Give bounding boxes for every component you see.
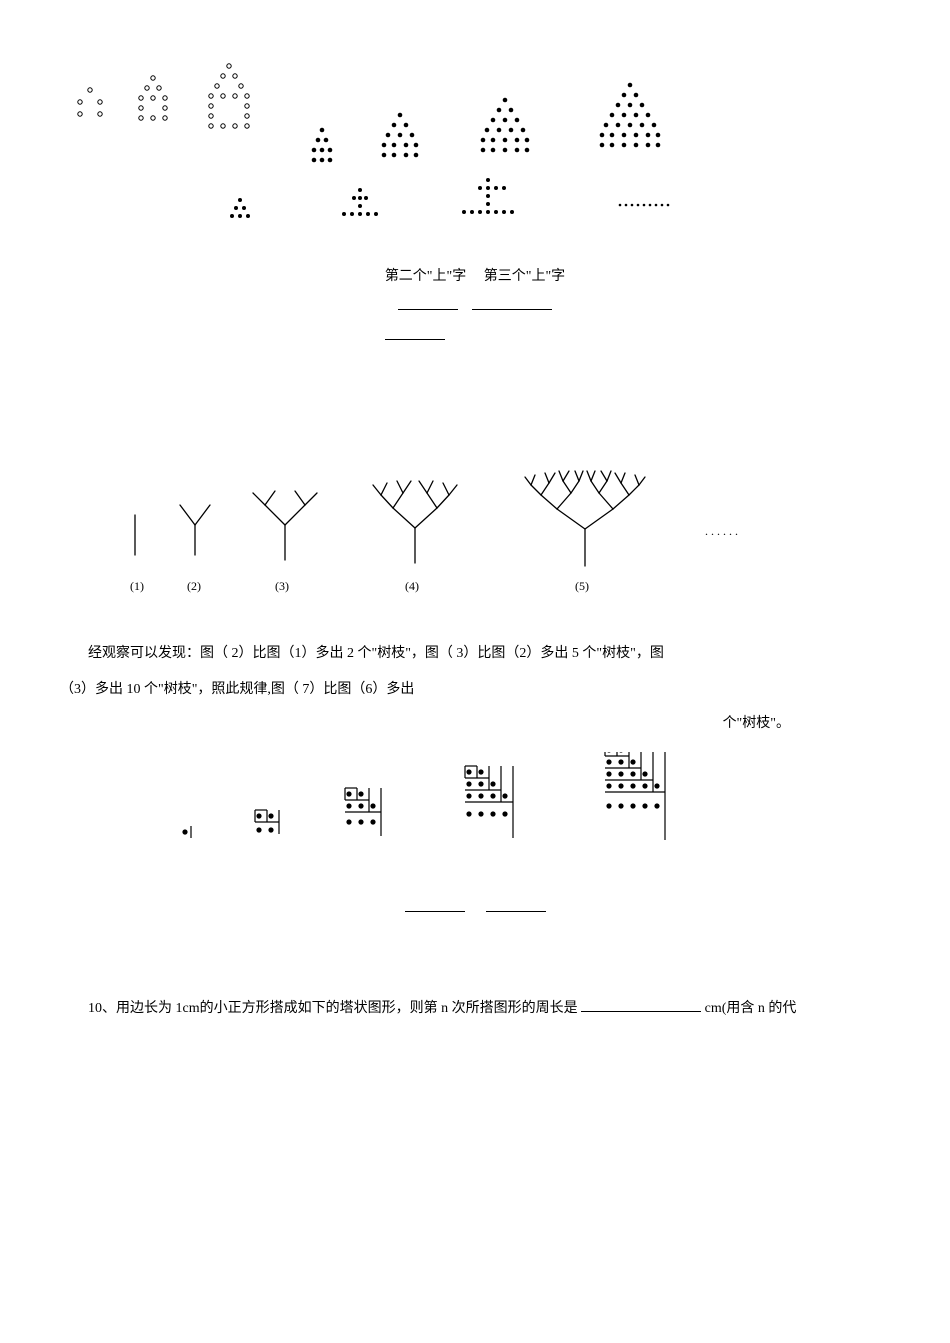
shang-blanks-row2 (60, 325, 890, 345)
q10-text-a: 10、用边长为 1cm的小正方形搭成如下的塔状图形，则第 n 次所搭图形的周长是 (88, 1001, 578, 1016)
steps-blanks (60, 897, 890, 917)
blank (405, 897, 465, 912)
hollow-tri-4 (139, 76, 167, 120)
tree-label-3: (3) (275, 579, 289, 593)
shang-caption-3: 第三个"上"字 (484, 269, 565, 284)
dot-pyramids-svg (60, 60, 890, 240)
tree-para-text1: 经观察可以发现：图（ 2）比图（1）多出 2 个"树枝"，图（ 3）比图（2）多… (88, 646, 664, 661)
tree-label-4: (4) (405, 579, 419, 593)
solid-tri-5 (382, 113, 419, 158)
shang-caption: 第二个"上"字 第三个"上"字 (60, 265, 890, 285)
figure-steps (60, 752, 890, 877)
tree-2 (180, 505, 210, 555)
figure-trees: . . . . . . (1) (2) (3) (4) (5) (60, 455, 890, 620)
blank (385, 325, 445, 340)
step-1 (183, 826, 191, 838)
tree-label-5: (5) (575, 579, 589, 593)
ellipsis-dots (619, 204, 670, 207)
tree-para-line1: 经观察可以发现：图（ 2）比图（1）多出 2 个"树枝"，图（ 3）比图（2）多… (60, 640, 890, 668)
solid-tri-6 (481, 98, 530, 153)
figure-dot-pyramids (60, 60, 890, 245)
q10-line: 10、用边长为 1cm的小正方形搭成如下的塔状图形，则第 n 次所搭图形的周长是… (60, 995, 890, 1023)
step-5 (605, 752, 665, 840)
shang-3 (462, 178, 514, 214)
tree-5 (525, 471, 645, 566)
tree-ellipsis: . . . . . . (705, 524, 738, 538)
q10-text-b: cm(用含 n 的代 (705, 1001, 797, 1016)
step-4 (465, 766, 513, 838)
blank (472, 295, 552, 310)
shang-blanks-row1 (60, 295, 890, 315)
trees-svg: . . . . . . (1) (2) (3) (4) (5) (115, 455, 835, 615)
steps-svg (165, 752, 785, 872)
solid-tri-7 (600, 83, 661, 148)
blank (486, 897, 546, 912)
blank (398, 295, 458, 310)
shang-2 (342, 188, 378, 216)
tree-4 (373, 481, 457, 563)
tree-para-line2: （3）多出 10 个"树枝"，照此规律,图（ 7）比图（6）多出 (60, 676, 890, 704)
blank (581, 997, 701, 1012)
shang-1 (230, 198, 250, 218)
hollow-tri-5 (209, 64, 249, 128)
tree-para-tail-text: 个"树枝"。 (723, 716, 790, 731)
step-2 (255, 810, 279, 834)
step-3 (345, 788, 381, 836)
shang-caption-2: 第二个"上"字 (385, 269, 466, 284)
solid-tri-4 (312, 128, 333, 163)
tree-label-2: (2) (187, 579, 201, 593)
tree-3 (253, 491, 317, 560)
hollow-tri-3 (78, 88, 102, 116)
tree-label-1: (1) (130, 579, 144, 593)
tree-para-tail: 个"树枝"。 (60, 712, 890, 732)
tree-para-text2: （3）多出 10 个"树枝"，照此规律,图（ 7）比图（6）多出 (60, 682, 414, 697)
